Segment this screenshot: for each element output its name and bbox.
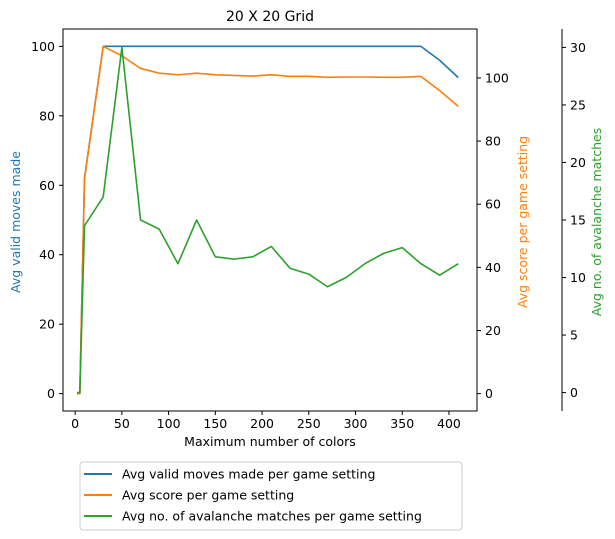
y-left-tick-label: 60: [39, 178, 55, 193]
y-right-avalanche-tick-label: 30: [570, 40, 586, 55]
x-tick-label: 100: [157, 416, 181, 431]
legend-frame: [79, 461, 463, 531]
legend-label-3: Avg no. of avalanche matches per game se…: [122, 509, 422, 524]
y-axis-left: 0 20 40 60 80 100: [31, 39, 63, 401]
x-tick-label: 300: [344, 416, 368, 431]
y-left-tick-label: 80: [39, 108, 55, 123]
series-layer: [77, 45, 459, 395]
y-left-tick-label: 0: [47, 386, 55, 401]
y-axis-right-score: 0 20 40 60 80 100: [477, 70, 509, 401]
x-tick-label: 0: [71, 416, 79, 431]
series-line-1: [77, 45, 459, 395]
chart-title: 20 X 20 Grid: [226, 9, 314, 25]
x-axis: 0 50 100 150 200 250 300 350 400: [71, 411, 461, 431]
plot-area: [62, 28, 478, 412]
x-tick-label: 50: [114, 416, 130, 431]
x-tick-label: 250: [297, 416, 321, 431]
y-right-avalanche-tick-label: 5: [570, 328, 578, 343]
legend: Avg valid moves made per game setting Avg…: [79, 461, 463, 531]
y-axis-right-score-label: Avg score per game setting: [515, 136, 530, 308]
x-tick-label: 400: [437, 416, 461, 431]
y-right-score-tick-label: 100: [485, 70, 509, 85]
y-right-avalanche-tick-label: 20: [570, 155, 586, 170]
legend-label-2: Avg score per game setting: [122, 488, 294, 503]
y-right-score-tick-label: 40: [485, 260, 501, 275]
plot-frame: [62, 28, 478, 412]
y-right-avalanche-tick-label: 10: [570, 270, 586, 285]
legend-label-1: Avg valid moves made per game setting: [122, 467, 375, 482]
y-right-score-tick-label: 0: [485, 386, 493, 401]
x-tick-label: 150: [203, 416, 227, 431]
x-tick-label: 200: [250, 416, 274, 431]
y-right-avalanche-tick-label: 15: [570, 213, 586, 228]
y-axis-left-label: Avg valid moves made: [8, 151, 23, 293]
y-right-score-tick-label: 20: [485, 323, 501, 338]
series-line-3: [77, 46, 459, 394]
y-axis-right-avalanche-label: Avg no. of avalanche matches: [589, 128, 604, 316]
y-left-tick-label: 100: [31, 39, 55, 54]
y-right-avalanche-tick-label: 0: [570, 385, 578, 400]
series-line-2: [77, 45, 459, 395]
y-left-tick-label: 40: [39, 247, 55, 262]
y-axis-right-avalanche: 0 5 10 15 20 25 30: [561, 29, 586, 411]
y-left-tick-label: 20: [39, 317, 55, 332]
x-axis-label: Maximum number of colors: [184, 434, 356, 449]
y-right-score-tick-label: 60: [485, 197, 501, 212]
y-right-avalanche-tick-label: 25: [570, 97, 586, 112]
y-right-score-tick-label: 80: [485, 134, 501, 149]
x-tick-label: 350: [390, 416, 414, 431]
